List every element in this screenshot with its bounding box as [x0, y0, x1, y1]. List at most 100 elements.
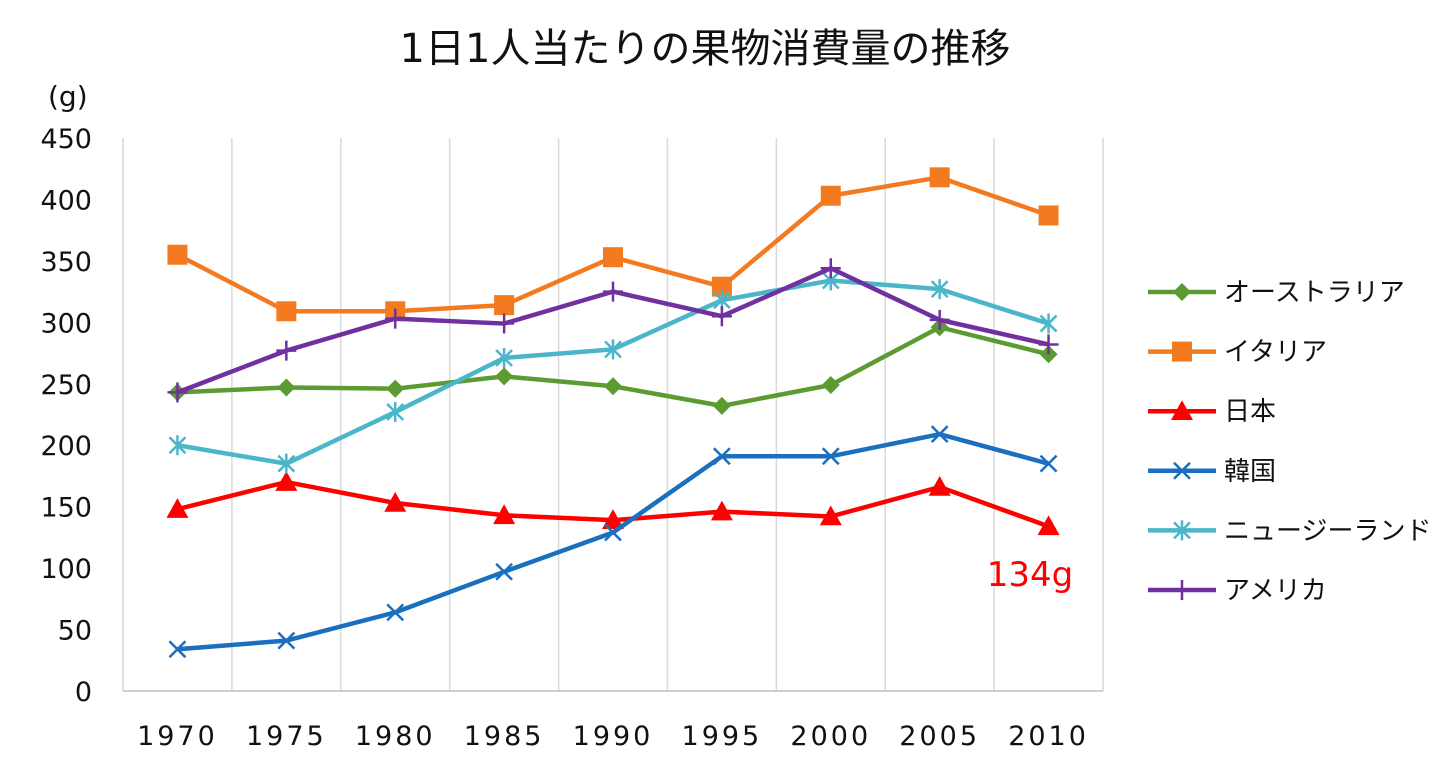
y-tick-label: 400 [40, 185, 92, 216]
data-point [275, 471, 298, 491]
data-point [276, 301, 297, 322]
x-tick-label: 1995 [682, 721, 763, 752]
chart-title: 1日1人当たりの果物消費量の推移 [400, 26, 1011, 72]
legend-item: イタリア [1148, 338, 1327, 368]
axes [122, 138, 1103, 692]
data-point [386, 402, 405, 423]
x-tick-label: 1990 [573, 721, 654, 752]
data-point [602, 509, 624, 529]
legend-label: ニュージーランド [1224, 516, 1431, 546]
data-point [167, 244, 188, 265]
x-tick-label: 1980 [355, 721, 436, 752]
x-tick-label: 1975 [246, 721, 327, 752]
legend-item: ニュージーランド [1148, 516, 1431, 546]
data-label: 134g [987, 555, 1073, 595]
y-tick-label: 450 [40, 124, 92, 155]
data-point [821, 376, 840, 395]
data-point [277, 453, 296, 474]
data-point [1038, 334, 1059, 355]
series-ニュージーランド [168, 270, 1058, 474]
data-point [603, 281, 623, 302]
data-point [494, 295, 515, 316]
series-イタリア [167, 167, 1059, 322]
x-tick-labels: 1970 1975 1980 1985 1990 1995 2000 2005 2010 [137, 721, 1089, 752]
legend-item: オーストラリア [1148, 278, 1405, 308]
data-point [820, 258, 841, 279]
data-point [1037, 515, 1060, 536]
data-point [493, 504, 516, 525]
legend-item: 韓国 [1148, 457, 1276, 487]
legend-marker [1171, 400, 1193, 420]
y-tick-label: 50 [58, 616, 92, 647]
x-tick-label: 2005 [899, 721, 980, 752]
legend-item: 日本 [1148, 397, 1276, 427]
series-韓国 [168, 425, 1058, 659]
data-point [277, 378, 296, 397]
y-tick-label: 0 [75, 677, 92, 708]
legend-label: オーストラリア [1224, 278, 1405, 308]
y-axis-unit-label: (g) [48, 80, 88, 113]
gridlines [231, 138, 1104, 691]
data-point [711, 306, 732, 327]
data-point [928, 476, 951, 496]
legend-marker [1173, 520, 1191, 541]
data-point [168, 640, 187, 659]
data-point [1039, 454, 1058, 473]
data-point [386, 603, 405, 622]
y-tick-label: 100 [40, 554, 92, 585]
data-point [604, 339, 622, 360]
legend-label: イタリア [1224, 338, 1327, 368]
legend-item: アメリカ [1148, 576, 1327, 606]
data-point [929, 309, 950, 330]
data-point [495, 562, 513, 581]
legend-marker [1173, 461, 1191, 480]
data-point [604, 523, 622, 542]
data-point [276, 340, 297, 361]
series-日本 [166, 471, 1060, 536]
x-tick-label: 2000 [790, 721, 871, 752]
data-point [710, 500, 733, 521]
y-tick-label: 200 [40, 431, 92, 462]
data-point [820, 185, 841, 206]
x-tick-label: 1970 [137, 721, 218, 752]
data-point [385, 308, 406, 329]
data-point [711, 276, 732, 297]
series-line [177, 431, 1050, 652]
y-tick-label: 300 [40, 308, 92, 339]
data-point [604, 377, 622, 396]
y-tick-label: 150 [40, 493, 92, 524]
data-point [930, 279, 949, 300]
legend-marker [1172, 580, 1192, 600]
data-point [1039, 313, 1058, 334]
data-point [166, 498, 189, 518]
series-オーストラリア [168, 318, 1058, 415]
data-point [494, 313, 515, 334]
x-tick-label: 1985 [464, 721, 545, 752]
data-point [603, 247, 623, 268]
x-tick-label: 2010 [1008, 721, 1089, 752]
y-tick-labels: 0 50 100 150 200 250 300 350 400 450 [40, 124, 92, 708]
legend-label: アメリカ [1224, 576, 1327, 606]
data-point [1038, 205, 1059, 226]
data-point [495, 367, 514, 386]
data-point [819, 505, 842, 526]
plot-area [166, 167, 1060, 659]
data-point [167, 382, 188, 403]
data-point [384, 491, 407, 512]
annotations: 134g [987, 555, 1073, 595]
data-point [713, 447, 731, 466]
data-point [277, 631, 296, 650]
data-point [930, 425, 949, 444]
legend-label: 日本 [1224, 397, 1276, 427]
series-アメリカ [167, 258, 1059, 403]
data-point [168, 435, 187, 456]
y-tick-label: 250 [40, 370, 92, 401]
y-tick-label: 350 [40, 247, 92, 278]
data-point [386, 379, 405, 398]
data-point [821, 447, 840, 466]
data-point [929, 167, 950, 188]
legend-marker [1172, 341, 1192, 362]
legend-label: 韓国 [1224, 457, 1276, 487]
